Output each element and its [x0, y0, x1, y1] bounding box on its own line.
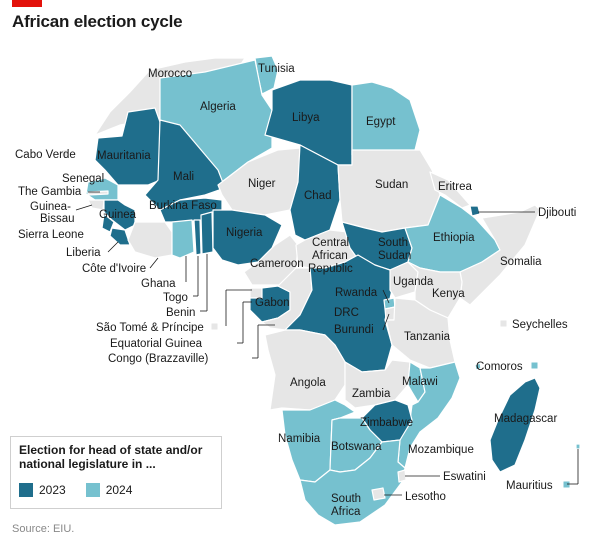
label-south-sudan-1: South	[378, 237, 408, 249]
legend-swatch-2023	[19, 483, 33, 497]
label-malawi: Malawi	[402, 376, 438, 388]
country-djibouti[interactable]	[469, 205, 481, 217]
country-congo[interactable]	[261, 267, 313, 331]
label-senegal: Senegal	[62, 173, 104, 185]
label-eq-guinea: Equatorial Guinea	[110, 338, 203, 350]
country-angola[interactable]	[264, 329, 346, 411]
label-south-africa-1: South	[331, 493, 361, 505]
legend-item-2024: 2024	[85, 483, 133, 497]
label-lesotho: Lesotho	[405, 491, 446, 503]
label-morocco: Morocco	[148, 68, 192, 80]
source-note: Source: EIU.	[12, 523, 75, 535]
label-sao-tome: São Tomé & Príncipe	[96, 322, 204, 334]
legend-label-2024: 2024	[105, 483, 133, 497]
label-algeria: Algeria	[200, 101, 236, 113]
label-cote-divoire: Côte d'Ivoire	[82, 263, 146, 275]
label-rwanda: Rwanda	[335, 287, 378, 299]
label-niger: Niger	[248, 178, 276, 190]
country-ghana[interactable]	[171, 219, 195, 259]
legend: Election for head of state and/or nation…	[10, 436, 222, 509]
country-madagascar[interactable]	[489, 377, 541, 473]
country-comoros-marker[interactable]	[530, 361, 539, 370]
label-mauritius: Mauritius	[506, 480, 553, 492]
label-gambia: The Gambia	[18, 186, 82, 198]
legend-title: Election for head of state and/or nation…	[19, 443, 213, 471]
label-congo: Congo (Brazzaville)	[108, 353, 209, 365]
label-egypt: Egypt	[366, 116, 396, 128]
country-cote-divoire[interactable]	[127, 221, 173, 259]
label-togo: Togo	[163, 292, 188, 304]
label-gabon: Gabon	[255, 297, 290, 309]
label-botswana: Botswana	[331, 441, 382, 453]
label-madagascar: Madagascar	[494, 413, 557, 425]
country-eswatini[interactable]	[397, 469, 407, 483]
label-benin: Benin	[166, 307, 195, 319]
label-cameroon: Cameroon	[250, 258, 304, 270]
legend-title-line1: Election for head of state and/or	[19, 443, 203, 457]
label-liberia: Liberia	[66, 247, 101, 259]
label-south-sudan-2: Sudan	[378, 250, 411, 262]
country-zambia[interactable]	[344, 359, 411, 409]
label-drc: DRC	[334, 307, 359, 319]
label-south-africa-2: Africa	[331, 506, 361, 518]
legend-item-2023: 2023	[19, 483, 66, 497]
label-mozambique: Mozambique	[408, 444, 474, 456]
country-seychelles-marker[interactable]	[499, 319, 508, 328]
country-cabo-verde-marker[interactable]	[61, 149, 70, 158]
label-tanzania: Tanzania	[404, 331, 451, 343]
label-car-1: Central	[312, 237, 349, 249]
label-cabo-verde: Cabo Verde	[15, 149, 76, 161]
label-namibia: Namibia	[278, 433, 321, 445]
label-nigeria: Nigeria	[226, 227, 263, 239]
label-kenya: Kenya	[432, 288, 465, 300]
label-mauritania: Mauritania	[97, 150, 151, 162]
chart-title: African election cycle	[12, 12, 183, 31]
country-sao-tome-marker[interactable]	[210, 322, 219, 331]
country-sierra-leone[interactable]	[101, 213, 115, 233]
label-eswatini: Eswatini	[443, 471, 486, 483]
label-sudan: Sudan	[375, 179, 408, 191]
country-somalia[interactable]	[459, 204, 541, 306]
country-togo[interactable]	[193, 219, 202, 256]
country-liberia[interactable]	[109, 227, 131, 246]
label-somalia: Somalia	[500, 256, 542, 268]
country-sudan[interactable]	[337, 149, 441, 233]
country-mali[interactable]	[144, 119, 226, 211]
label-tunisia: Tunisia	[258, 63, 295, 75]
brand-bar	[12, 0, 42, 7]
label-burundi: Burundi	[334, 324, 374, 336]
label-uganda: Uganda	[393, 276, 434, 288]
label-zambia: Zambia	[352, 388, 391, 400]
label-ghana: Ghana	[141, 278, 176, 290]
label-djibouti: Djibouti	[538, 207, 576, 219]
label-guinea-bissau-2: Bissau	[40, 213, 75, 225]
label-seychelles: Seychelles	[512, 319, 568, 331]
label-comoros: Comoros	[476, 361, 523, 373]
country-lesotho[interactable]	[371, 487, 386, 501]
label-eritrea: Eritrea	[438, 181, 472, 193]
country-mauritius-marker[interactable]	[562, 480, 571, 489]
country-mauritius[interactable]	[575, 443, 581, 450]
label-burkina-faso: Burkina Faso	[149, 200, 217, 212]
label-libya: Libya	[292, 112, 320, 124]
label-guinea: Guinea	[99, 209, 137, 221]
label-car-3: Republic	[308, 263, 353, 275]
country-south-africa[interactable]	[299, 439, 406, 526]
label-car-2: African	[312, 250, 348, 262]
label-ethiopia: Ethiopia	[433, 232, 475, 244]
label-guinea-bissau-1: Guinea-	[30, 201, 71, 213]
legend-swatch-2024	[85, 483, 100, 497]
label-sierra-leone: Sierra Leone	[18, 229, 84, 241]
label-angola: Angola	[290, 377, 326, 389]
legend-title-line2: national legislature in ...	[19, 457, 156, 471]
legend-label-2023: 2023	[39, 483, 66, 497]
label-zimbabwe: Zimbabwe	[360, 417, 413, 429]
leader-lines	[75, 191, 579, 496]
country-comoros[interactable]	[474, 362, 482, 371]
label-chad: Chad	[304, 190, 332, 202]
country-benin[interactable]	[200, 211, 214, 255]
label-mali: Mali	[173, 171, 194, 183]
